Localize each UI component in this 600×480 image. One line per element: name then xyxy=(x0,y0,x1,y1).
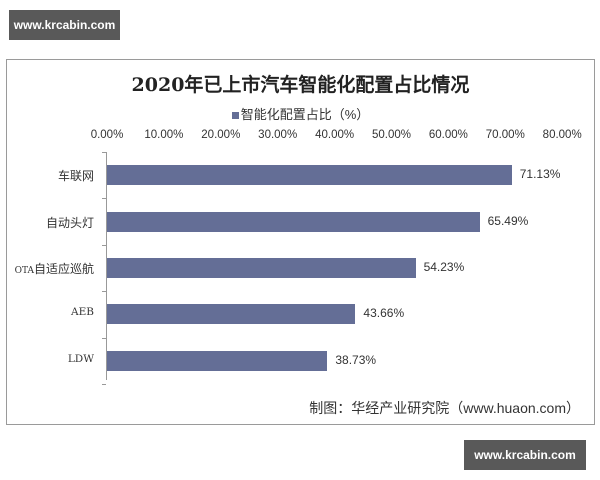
watermark-top: www.krcabin.com xyxy=(9,10,120,40)
x-tick-label: 0.00% xyxy=(90,129,124,141)
value-label: 43.66% xyxy=(363,306,405,321)
y-axis-tick xyxy=(102,244,106,246)
x-tick-label: 30.00% xyxy=(258,129,298,141)
watermark-bottom: www.krcabin.com xyxy=(464,440,586,470)
x-tick-label: 80.00% xyxy=(542,129,582,141)
bar xyxy=(107,165,512,186)
chart-legend: 智能化配置占比（%） xyxy=(7,104,594,123)
source-note: 制图：华经产业研究院（www.huaon.com） xyxy=(309,400,580,416)
x-tick-label: 70.00% xyxy=(485,129,525,141)
value-label: 38.73% xyxy=(335,352,377,367)
chart-title: 2020年已上市汽车智能化配置占比情况 xyxy=(131,74,470,96)
x-tick-label: 60.00% xyxy=(428,129,468,141)
x-tick-label: 50.00% xyxy=(371,129,412,141)
value-label: 65.49% xyxy=(487,213,529,228)
category-label: LDW xyxy=(67,352,94,365)
value-label: 71.13% xyxy=(519,167,561,182)
legend-swatch-icon xyxy=(231,112,239,120)
legend-label: 智能化配置占比（%） xyxy=(240,107,370,122)
bar xyxy=(107,211,480,232)
bar xyxy=(107,258,416,278)
x-tick-label: 20.00% xyxy=(201,129,241,141)
bar xyxy=(107,350,328,371)
bar xyxy=(107,304,356,325)
y-axis-tick xyxy=(102,291,106,293)
y-axis-tick xyxy=(102,337,106,339)
chart-frame: 2020年已上市汽车智能化配置占比情况 智能化配置占比（%） 0.00% 10.0… xyxy=(6,59,595,425)
y-axis-tick xyxy=(102,198,106,200)
y-axis-tick xyxy=(102,384,106,385)
y-axis-line xyxy=(106,152,107,380)
y-axis-tick xyxy=(102,152,106,153)
value-label: 54.23% xyxy=(423,260,465,274)
x-tick-label: 40.00% xyxy=(315,129,355,141)
category-label: OTA自适应巡航 xyxy=(14,262,94,276)
category-label: AEB xyxy=(71,306,94,319)
category-label: 车联网 xyxy=(57,169,94,184)
category-label: 自动头灯 xyxy=(45,215,94,230)
x-tick-label: 10.00% xyxy=(144,129,184,141)
